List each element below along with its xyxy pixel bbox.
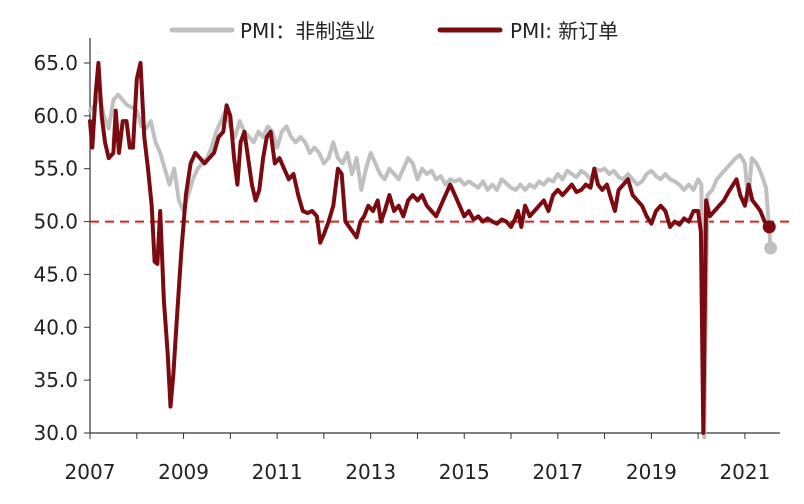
legend-label-new-orders: PMI: 新订单 [510,19,618,43]
y-tick-label: 45.0 [33,262,78,286]
series-line-1 [88,61,772,435]
x-tick-label: 2009 [158,460,209,484]
legend-label-non-manufacturing: PMI：非制造业 [240,19,375,43]
x-tick-label: 2011 [252,460,303,484]
x-tick-label: 2013 [345,460,396,484]
y-tick-label: 40.0 [33,315,78,339]
series-line-0 [88,92,773,440]
y-tick-label: 65.0 [33,51,78,75]
legend: PMI：非制造业 PMI: 新订单 [169,19,618,43]
y-tick-label: 35.0 [33,368,78,392]
x-tick-label: 2021 [719,460,770,484]
axes: 30.0 35.0 40.0 45.0 50.0 55.0 60.0 65.0 2007 2009… [33,38,780,484]
series-end-marker-0 [764,241,778,255]
y-tick-label: 55.0 [33,157,78,181]
x-tick-label: 2017 [532,460,583,484]
x-tick-label: 2007 [65,460,116,484]
series-end-marker-1 [762,220,776,234]
y-tick-label: 50.0 [33,210,78,234]
y-tick-label: 60.0 [33,104,78,128]
x-tick-label: 2015 [439,460,490,484]
y-tick-label: 30.0 [33,421,78,445]
plot-area [88,61,790,440]
x-tick-label: 2019 [626,460,677,484]
